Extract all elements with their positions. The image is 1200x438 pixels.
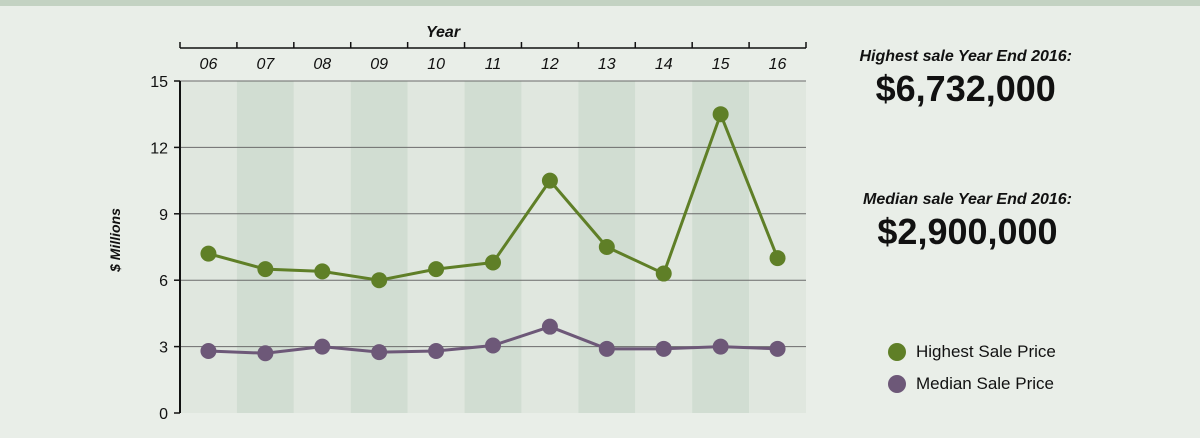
highest-sale-stat: Highest sale Year End 2016: $6,732,000: [859, 48, 1072, 110]
data-point-highest: [598, 239, 615, 255]
data-point-median: [485, 337, 501, 354]
column-bands: [180, 81, 806, 413]
y-tick-label: 15: [150, 74, 168, 91]
x-tick-label: 12: [541, 56, 559, 73]
data-point-median: [655, 340, 672, 357]
y-tick-label: 12: [150, 140, 168, 157]
data-point-highest: [541, 172, 558, 189]
data-point-highest: [712, 106, 729, 123]
x-tick-label: 09: [370, 56, 388, 73]
data-point-median: [428, 343, 445, 360]
data-point-median: [200, 343, 217, 360]
column-band: [749, 81, 806, 413]
series-lines: [200, 106, 786, 362]
series-highest: [200, 106, 786, 289]
x-tick-label: 14: [655, 56, 673, 73]
legend-item-median: Median Sale Price: [888, 374, 1054, 394]
top-accent-bar: [0, 0, 1200, 6]
data-point-median: [371, 344, 388, 361]
data-point-highest: [200, 245, 217, 262]
column-band: [236, 81, 294, 413]
x-tick-label: 10: [427, 56, 445, 73]
x-tick-label: 13: [598, 56, 616, 73]
legend-label-highest: Highest Sale Price: [916, 342, 1056, 361]
y-axis-title: $ Millions: [107, 208, 123, 273]
y-tick-label: 9: [159, 207, 168, 224]
median-sale-stat: Median sale Year End 2016: $2,900,000: [863, 191, 1072, 253]
data-point-median: [598, 340, 615, 357]
x-tick-label: 11: [485, 56, 502, 73]
x-tick-label: 16: [769, 56, 787, 73]
median-sale-value: $2,900,000: [877, 211, 1058, 252]
column-band: [293, 81, 351, 413]
column-band: [407, 81, 465, 413]
series-median: [200, 318, 786, 362]
highest-sale-label: Highest sale Year End 2016:: [859, 48, 1072, 65]
x-tick-label: 07: [256, 56, 275, 73]
data-point-highest: [428, 261, 445, 278]
column-band: [464, 81, 522, 413]
data-point-highest: [769, 250, 786, 267]
y-tick-label: 3: [159, 340, 168, 357]
x-tick-label: 08: [313, 56, 331, 73]
column-band: [635, 81, 693, 413]
axes: [174, 42, 807, 414]
data-point-median: [257, 345, 274, 362]
median-sale-label: Median sale Year End 2016:: [863, 191, 1072, 208]
x-tick-label: 06: [200, 56, 218, 73]
legend-label-median: Median Sale Price: [916, 374, 1054, 393]
data-point-median: [314, 338, 331, 355]
y-tick-label: 0: [159, 406, 168, 423]
data-point-highest: [257, 261, 274, 278]
column-band: [692, 81, 750, 413]
data-point-highest: [314, 263, 331, 280]
data-point-highest: [485, 254, 501, 271]
legend-marker-median: [888, 375, 906, 393]
line-chart: 06 07 08 09 10 11 12 13 14 15 16 0 3 6 9 12 15 Year $ M…: [107, 24, 807, 423]
legend-marker-highest: [888, 343, 906, 361]
y-tick-label: 6: [159, 273, 168, 290]
x-tick-labels: 06 07 08 09 10 11 12 13 14 15 16: [200, 56, 787, 73]
x-axis-title: Year: [426, 24, 461, 41]
column-band: [350, 81, 408, 413]
x-tick-label: 15: [712, 56, 730, 73]
data-point-highest: [371, 272, 388, 289]
data-point-highest: [655, 265, 672, 282]
column-band: [521, 81, 579, 413]
gridlines: [180, 80, 806, 348]
data-point-median: [541, 318, 558, 335]
data-point-median: [769, 340, 786, 357]
data-point-median: [712, 338, 729, 355]
legend-item-highest: Highest Sale Price: [888, 342, 1056, 362]
y-tick-labels: 0 3 6 9 12 15: [150, 74, 168, 423]
highest-sale-value: $6,732,000: [875, 68, 1056, 109]
